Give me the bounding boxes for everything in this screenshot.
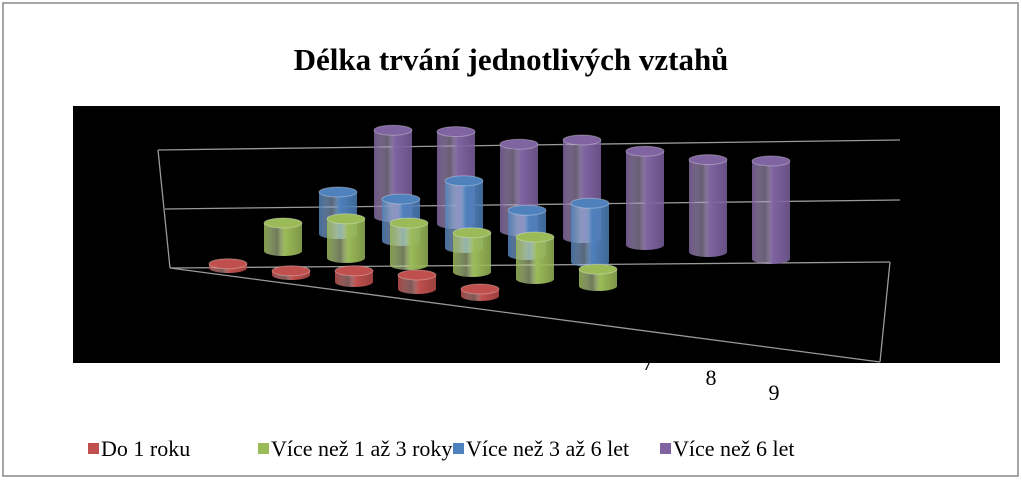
legend-label: Více než 3 až 6 let	[466, 436, 629, 461]
legend-swatch	[660, 443, 671, 454]
cylinder	[334, 265, 374, 287]
cylinder	[460, 283, 500, 301]
legend-swatch	[88, 443, 99, 454]
cylinder	[271, 265, 311, 280]
cylinder	[326, 213, 366, 263]
cylinder	[578, 263, 618, 291]
legend-label: Více než 1 až 3 roky	[271, 436, 452, 461]
cylinder	[208, 258, 248, 273]
cylinder	[397, 269, 437, 294]
cylinder	[751, 155, 791, 264]
cylinder	[452, 227, 492, 277]
cylinder	[570, 197, 610, 267]
cylinder	[688, 154, 728, 257]
cylinder	[389, 217, 429, 270]
legend-swatch	[453, 443, 464, 454]
cylinder	[263, 217, 303, 256]
cylinder	[625, 145, 665, 250]
x-tick-label: 8	[706, 365, 717, 390]
legend-label: Do 1 roku	[101, 436, 190, 461]
cylinder	[515, 231, 555, 284]
legend-label: Více než 6 let	[673, 436, 795, 461]
chart-title: Délka trvání jednotlivých vztahů	[294, 42, 729, 77]
legend-swatch	[258, 443, 269, 454]
x-tick-label: 9	[769, 380, 780, 405]
